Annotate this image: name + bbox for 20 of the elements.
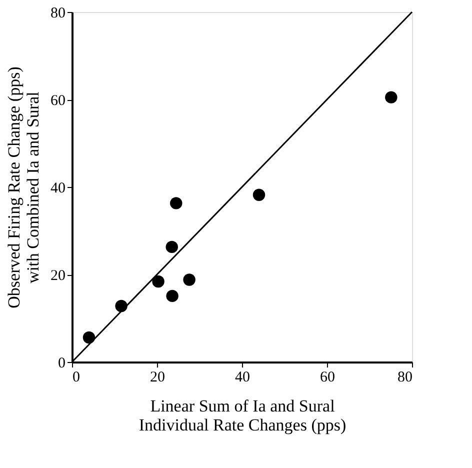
y-axis-title: Observed Firing Rate Change (pps) with Combined Ia and Sural: [4, 66, 42, 308]
point: [166, 240, 178, 254]
x-tick-label: 40: [235, 370, 250, 386]
y-tick-label: 40: [50, 180, 66, 196]
x-tick-label: 60: [320, 370, 335, 386]
point: [166, 290, 178, 302]
x-tick-label: 80: [398, 370, 412, 386]
y-tick-label: 20: [50, 268, 66, 284]
y-tick-label: 80: [50, 6, 66, 22]
x-tick-label: 0: [72, 370, 80, 386]
x-axis-title: Linear Sum of Ia and Sural Individual Rate Changes (pps): [138, 396, 346, 434]
point: [385, 91, 398, 104]
x-tick-label: 20: [150, 370, 165, 386]
point: [82, 331, 96, 344]
point: [252, 188, 266, 201]
y-tick-label: 0: [58, 356, 66, 372]
point: [183, 274, 196, 286]
y-tick-label: 60: [50, 93, 66, 109]
point: [152, 275, 164, 288]
point: [170, 197, 182, 210]
